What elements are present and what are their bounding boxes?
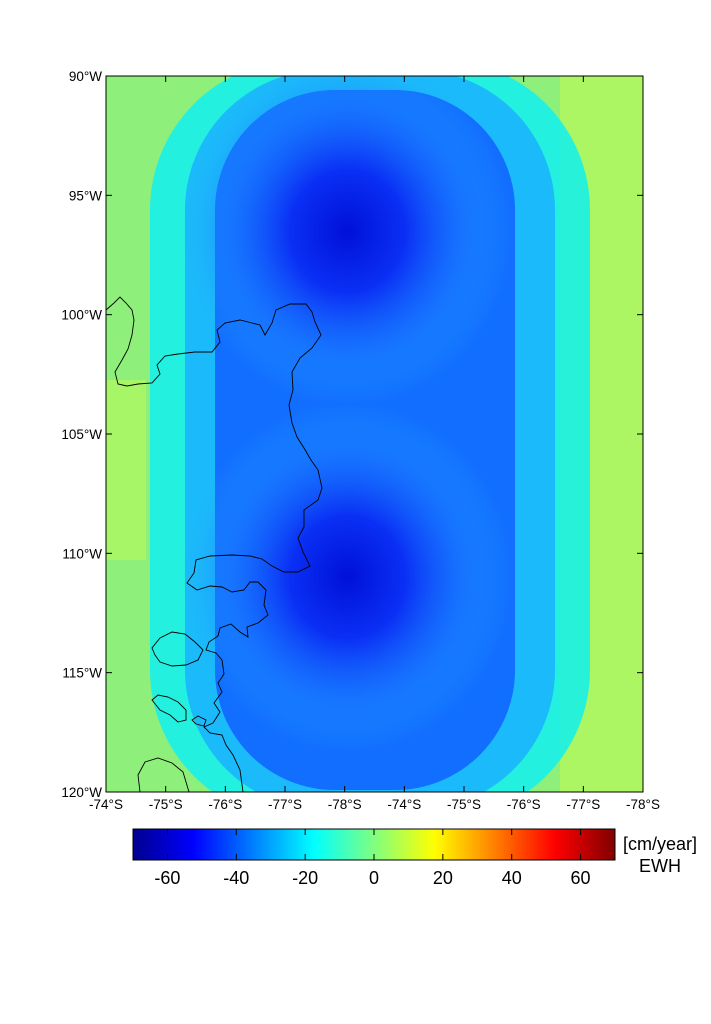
y-tick-label: 120°W [61,785,102,800]
x-tick-label: -74°S [387,797,421,812]
x-tick-label: -74°S [89,797,123,812]
y-tick-label: 90°W [69,69,102,84]
y-tick-label: 95°W [69,188,102,203]
colorbar: -60 -40 -20 0 20 40 60 [cm/year] EWH [132,828,697,888]
y-tick-label: 110°W [62,546,102,561]
colorbar-tick-label: -20 [292,868,318,888]
field-west-edge [106,380,146,560]
coastline-island-1 [151,631,204,667]
y-tick-label: 105°W [61,427,102,442]
colorbar-ticks: -60 -40 -20 0 20 40 60 [154,829,591,888]
colorbar-tick-label: 40 [502,868,522,888]
y-tick-label: 115°W [62,666,102,681]
x-tick-label: -78°S [328,797,362,812]
colorbar-label: EWH [639,856,681,876]
coastline-island-2 [151,694,187,723]
colorbar-tick-label: -60 [154,868,180,888]
colorbar-unit: [cm/year] [623,834,697,854]
coastline-island-3 [191,715,207,727]
colorbar-tick-label: -40 [223,868,249,888]
coastline-island-4 [137,757,190,792]
y-tick-label: 100°W [61,308,102,323]
x-tick-label: -77°S [268,797,302,812]
x-tick-label: -76°S [507,797,541,812]
x-tick-label: -77°S [566,797,600,812]
x-tick-label: -75°S [447,797,481,812]
y-axis: 90°W 95°W 100°W 105°W 110°W 115°W 120°W [61,69,643,800]
x-tick-label: -78°S [626,797,660,812]
x-tick-label: -75°S [149,797,183,812]
x-tick-label: -76°S [208,797,242,812]
colorbar-tick-label: 0 [369,868,379,888]
colorbar-tick-label: 60 [571,868,591,888]
field-minimum-1 [182,76,513,407]
field-minimum-2 [182,402,513,753]
x-axis: -74°S -75°S -76°S -77°S -78°S -74°S -75°S -76°S… [89,76,660,812]
ewh-field [106,76,643,792]
coastlines [106,296,323,792]
coastline-main [106,296,323,792]
colorbar-tick-label: 20 [433,868,453,888]
